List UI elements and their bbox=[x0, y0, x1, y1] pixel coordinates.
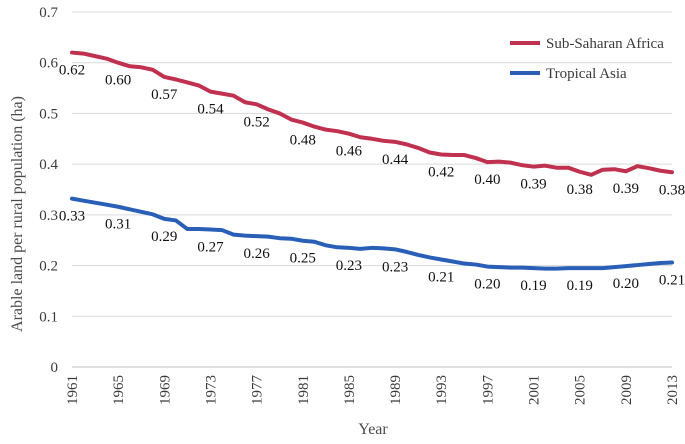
data-label: 0.57 bbox=[151, 87, 178, 103]
data-label: 0.54 bbox=[197, 102, 224, 118]
x-tick-label: 1977 bbox=[250, 375, 266, 406]
data-label: 0.44 bbox=[382, 152, 409, 168]
y-tick-label: 0.5 bbox=[39, 106, 58, 122]
series-line-tropical-asia bbox=[70, 196, 674, 271]
data-label: 0.20 bbox=[474, 277, 500, 293]
x-tick-label: 1965 bbox=[111, 375, 127, 405]
x-tick-label: 1989 bbox=[388, 375, 404, 405]
x-tick-label: 2013 bbox=[665, 375, 681, 405]
x-tick-label: 1997 bbox=[480, 375, 496, 406]
data-label: 0.26 bbox=[243, 246, 270, 262]
data-label: 0.31 bbox=[105, 217, 131, 233]
series-line-sub-saharan-africa bbox=[70, 50, 674, 177]
data-label: 0.25 bbox=[290, 251, 316, 267]
gridlines bbox=[72, 11, 672, 317]
y-tick-label: 0.6 bbox=[39, 56, 58, 72]
data-label: 0.21 bbox=[428, 269, 454, 285]
data-label: 0.46 bbox=[336, 144, 363, 160]
data-label: 0.38 bbox=[567, 182, 593, 198]
data-label: 0.38 bbox=[659, 182, 685, 198]
data-label: 0.29 bbox=[151, 229, 177, 245]
y-tick-label: 0 bbox=[51, 360, 59, 376]
legend: Sub-Saharan Africa Tropical Asia bbox=[510, 36, 664, 82]
data-label: 0.39 bbox=[613, 181, 639, 197]
series-lines bbox=[70, 50, 674, 271]
data-label: 0.23 bbox=[382, 259, 408, 275]
data-label: 0.52 bbox=[243, 114, 269, 130]
data-label: 0.21 bbox=[659, 273, 685, 289]
data-labels: 0.62 0.60 0.57 0.54 0.52 0.48 0.46 0.44 0.42 0.40… bbox=[59, 63, 685, 295]
data-label: 0.19 bbox=[520, 278, 546, 294]
x-tick-labels: 1961 1965 1969 1973 1977 1981 1985 1989 1993 1997… bbox=[65, 375, 681, 406]
x-tick-label: 1985 bbox=[342, 375, 358, 405]
y-tick-label: 0.7 bbox=[39, 5, 58, 21]
x-tick-label: 2009 bbox=[619, 375, 635, 405]
y-tick-label: 0.3 bbox=[39, 208, 58, 224]
data-label: 0.20 bbox=[613, 276, 639, 292]
legend-label-sub-saharan-africa: Sub-Saharan Africa bbox=[546, 36, 664, 52]
data-label: 0.27 bbox=[197, 240, 224, 256]
y-tick-labels: 0 0.1 0.2 0.3 0.4 0.5 0.6 0.7 bbox=[39, 5, 58, 376]
x-tick-label: 1961 bbox=[65, 375, 81, 405]
data-label: 0.23 bbox=[336, 258, 362, 274]
legend-label-tropical-asia: Tropical Asia bbox=[546, 66, 627, 82]
x-tick-label: 1969 bbox=[157, 375, 173, 405]
y-tick-label: 0.4 bbox=[39, 157, 58, 173]
x-tick-label: 1993 bbox=[434, 375, 450, 405]
data-label: 0.33 bbox=[59, 209, 85, 225]
x-tick-label: 2001 bbox=[527, 375, 543, 405]
data-label: 0.60 bbox=[105, 73, 131, 89]
data-label: 0.19 bbox=[567, 278, 593, 294]
x-axis-title: Year bbox=[358, 421, 388, 438]
x-tick-label: 2005 bbox=[573, 375, 589, 405]
x-tick-label: 1973 bbox=[203, 375, 219, 405]
x-tick-label: 1981 bbox=[296, 375, 312, 405]
y-axis-title: Arable land per rural population (ha) bbox=[9, 96, 26, 332]
data-label: 0.48 bbox=[290, 133, 316, 149]
data-label: 0.40 bbox=[474, 172, 500, 188]
data-label: 0.62 bbox=[59, 63, 85, 79]
data-label: 0.42 bbox=[428, 165, 454, 181]
data-label: 0.39 bbox=[520, 177, 546, 193]
y-tick-label: 0.1 bbox=[39, 309, 58, 325]
y-tick-label: 0.2 bbox=[39, 259, 58, 275]
